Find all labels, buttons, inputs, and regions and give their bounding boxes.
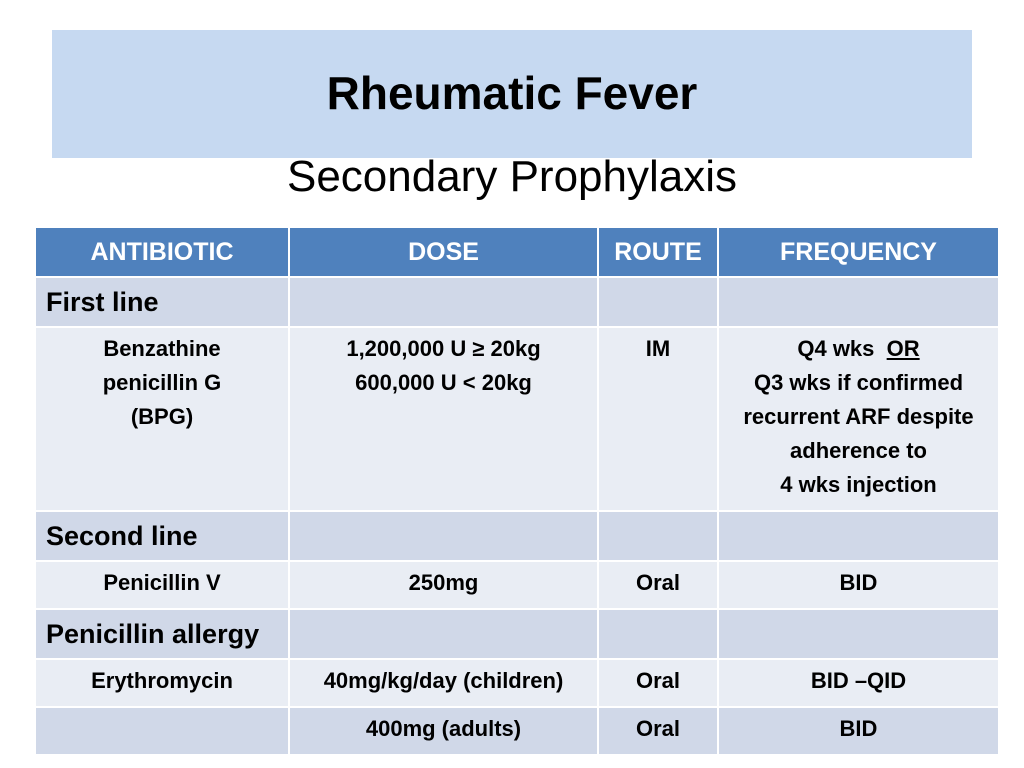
section-row: Penicillin allergy xyxy=(34,608,1000,660)
section-row: Second line xyxy=(34,510,1000,562)
empty-cell xyxy=(288,276,599,328)
cell-line: 4 wks injection xyxy=(780,472,937,497)
cell: Oral xyxy=(597,706,719,756)
cell xyxy=(34,706,290,756)
table-body: First line Benzathine penicillin G (BPG) 1,2… xyxy=(34,276,1000,756)
empty-cell xyxy=(288,608,599,660)
data-row: Benzathine penicillin G (BPG) 1,200,000 U ≥… xyxy=(34,326,1000,512)
cell-line: Benzathine xyxy=(103,336,221,361)
cell: 250mg xyxy=(288,560,599,610)
cell-line: BID –QID xyxy=(810,668,907,693)
empty-cell xyxy=(597,510,719,562)
table: ANTIBIOTIC DOSE ROUTE FREQUENCY First line B… xyxy=(34,226,1000,756)
cell-line: adherence to xyxy=(790,438,927,463)
cell-line: Oral xyxy=(635,668,681,693)
title: Rheumatic Fever xyxy=(326,67,698,119)
empty-cell xyxy=(288,510,599,562)
cell-line: BID xyxy=(839,570,878,595)
data-row: Erythromycin 40mg/kg/day (children) Oral BI… xyxy=(34,658,1000,708)
cell-line: recurrent ARF despite xyxy=(743,404,974,429)
cell: BID –QID xyxy=(717,658,1000,708)
empty-cell xyxy=(597,608,719,660)
cell-line: 400mg (adults) xyxy=(365,716,522,741)
cell-line: Q3 wks if confirmed xyxy=(753,370,964,395)
empty-cell xyxy=(597,276,719,328)
cell-line: Q4 wks OR xyxy=(719,332,998,366)
cell-line: BID xyxy=(839,716,878,741)
cell: Q4 wks OR Q3 wks if confirmed recurrent AR… xyxy=(717,326,1000,512)
cell-line: 600,000 U < 20kg xyxy=(355,370,532,395)
empty-cell xyxy=(717,276,1000,328)
subtitle: Secondary Prophylaxis xyxy=(286,152,737,201)
cell-line: Oral xyxy=(635,570,681,595)
cell-line: (BPG) xyxy=(130,404,194,429)
cell-line: penicillin G xyxy=(102,370,222,395)
cell: 1,200,000 U ≥ 20kg 600,000 U < 20kg xyxy=(288,326,599,512)
cell-line: 250mg xyxy=(408,570,479,595)
cell: 400mg (adults) xyxy=(288,706,599,756)
section-row: First line xyxy=(34,276,1000,328)
cell: BID xyxy=(717,560,1000,610)
header-cell: DOSE xyxy=(288,226,599,278)
section-label: Penicillin allergy xyxy=(34,608,290,660)
cell: BID xyxy=(717,706,1000,756)
empty-cell xyxy=(717,608,1000,660)
emphasis: OR xyxy=(886,336,920,361)
cell-line: 1,200,000 U ≥ 20kg xyxy=(346,336,541,361)
cell-line: Oral xyxy=(635,716,681,741)
cell: Benzathine penicillin G (BPG) xyxy=(34,326,290,512)
header-row: ANTIBIOTIC DOSE ROUTE FREQUENCY xyxy=(34,226,1000,278)
header-cell: ANTIBIOTIC xyxy=(34,226,290,278)
cell-line: Penicillin V xyxy=(103,570,221,595)
cell: Penicillin V xyxy=(34,560,290,610)
cell: Oral xyxy=(597,560,719,610)
data-row: Penicillin V 250mg Oral BID xyxy=(34,560,1000,610)
cell: 40mg/kg/day (children) xyxy=(288,658,599,708)
cell-text: Q4 wks xyxy=(797,336,875,361)
cell-line: Erythromycin xyxy=(91,668,233,693)
header-cell: FREQUENCY xyxy=(717,226,1000,278)
empty-cell xyxy=(717,510,1000,562)
cell-line: 40mg/kg/day (children) xyxy=(323,668,564,693)
cell-line: IM xyxy=(645,336,671,361)
section-label: Second line xyxy=(34,510,290,562)
data-row: 400mg (adults) Oral BID xyxy=(34,706,1000,756)
title-band xyxy=(52,30,972,158)
cell: IM xyxy=(597,326,719,512)
cell: Oral xyxy=(597,658,719,708)
header-cell: ROUTE xyxy=(597,226,719,278)
section-label: First line xyxy=(34,276,290,328)
cell: Erythromycin xyxy=(34,658,290,708)
